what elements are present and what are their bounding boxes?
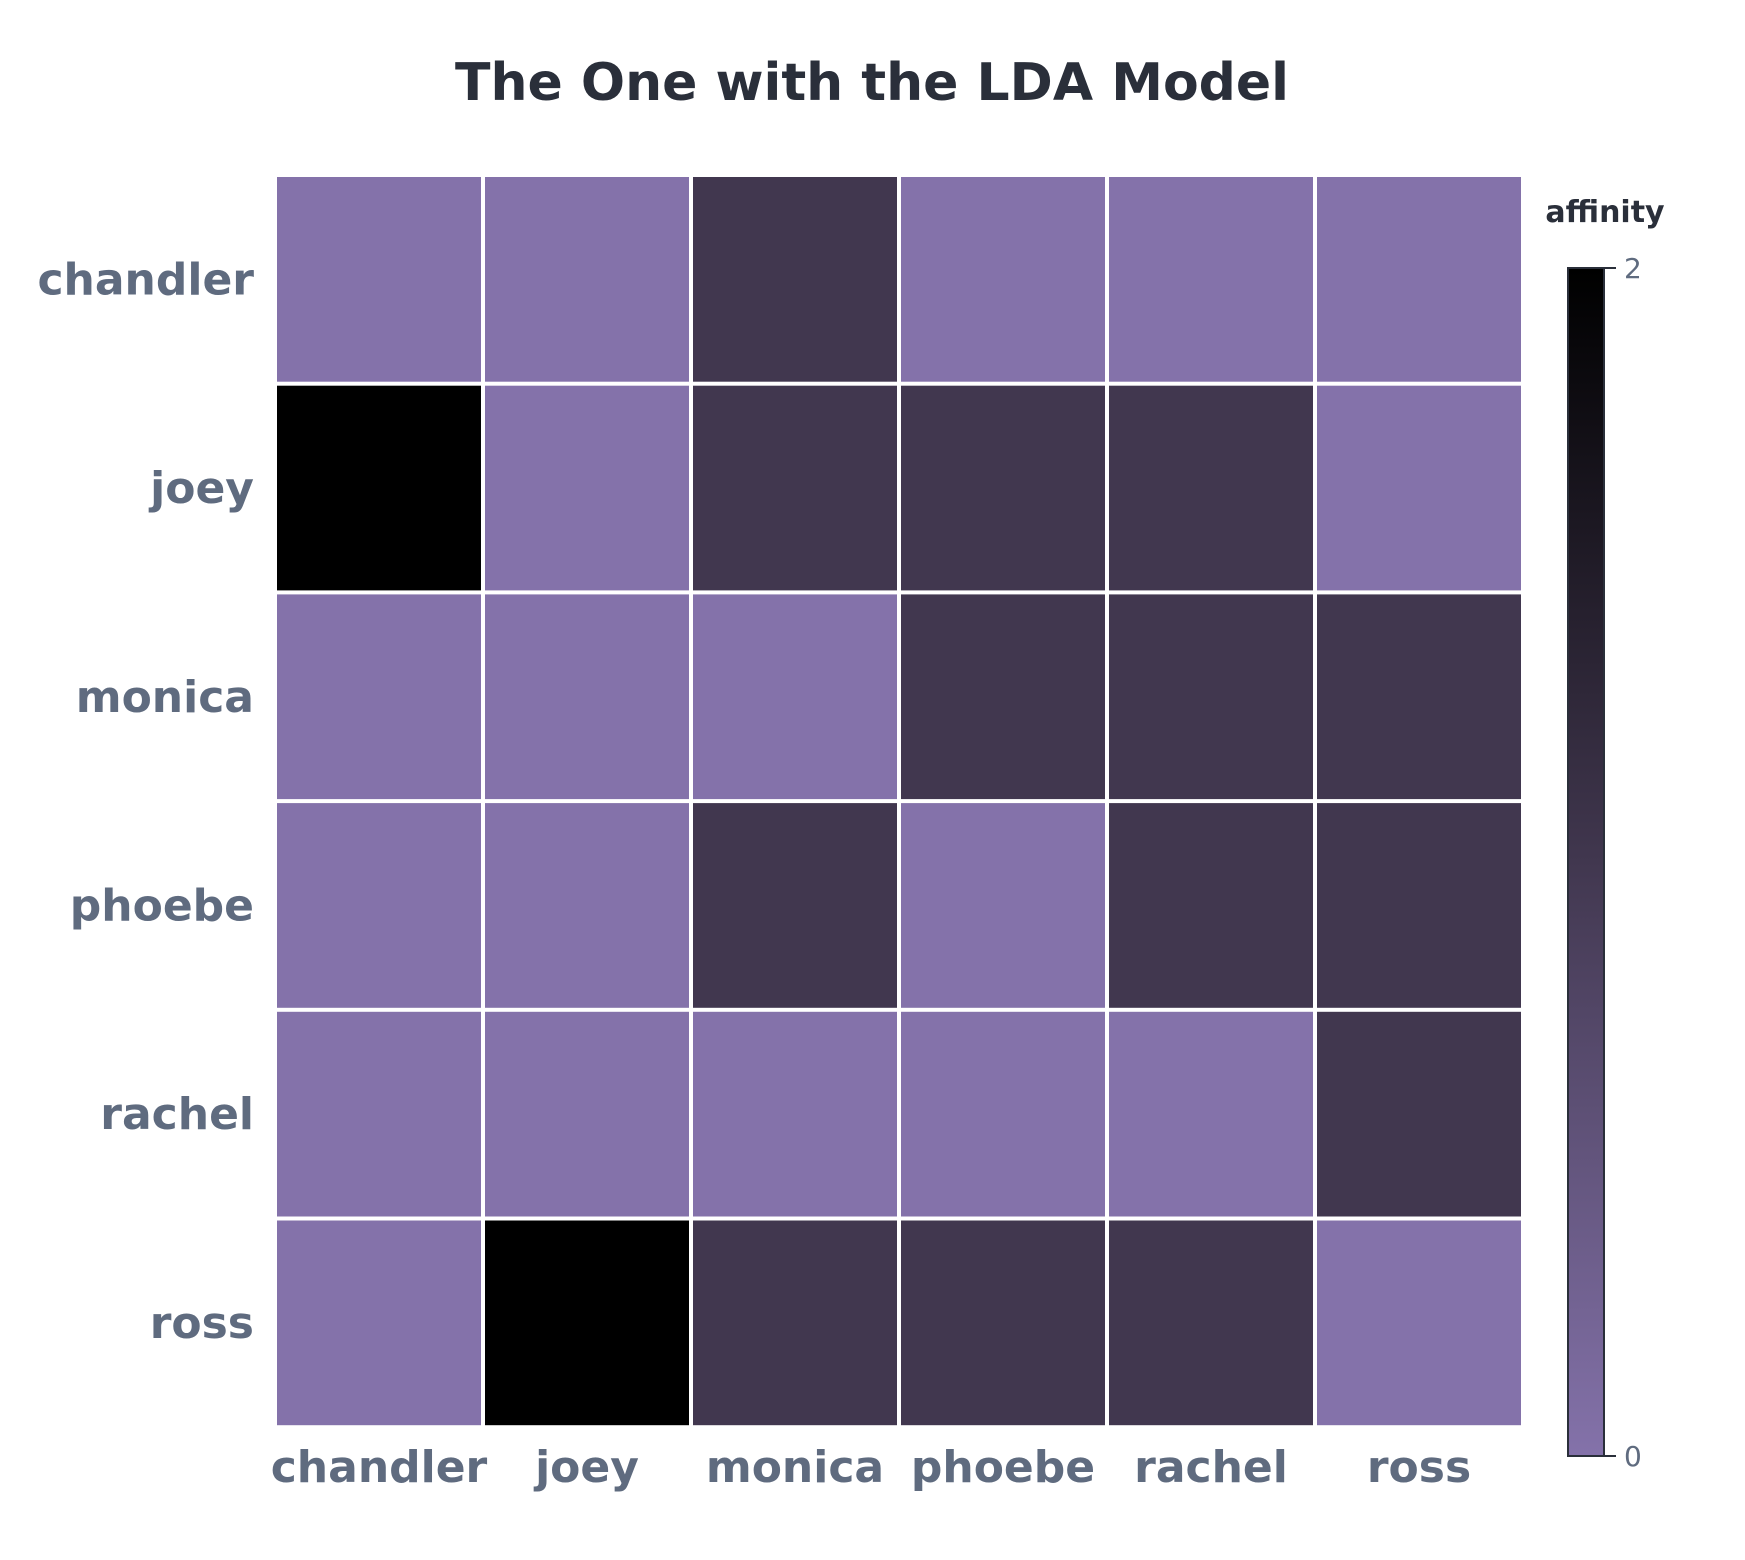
heatmap-cell-phoebe-phoebe: [901, 803, 1105, 1008]
x-tick-label-phoebe: phoebe: [911, 1442, 1095, 1493]
heatmap-cell-joey-rachel: [1109, 385, 1313, 591]
x-tick-label-joey: joey: [533, 1442, 639, 1493]
colorbar-tick-max: 2: [1624, 252, 1642, 285]
heatmap-cell-rachel-joey: [485, 1011, 689, 1217]
heatmap-cell-ross-monica: [693, 1220, 897, 1426]
heatmap-cell-rachel-ross: [1317, 1011, 1521, 1217]
heatmap-cell-chandler-phoebe: [901, 177, 1105, 382]
heatmap-cell-rachel-rachel: [1109, 1011, 1313, 1217]
y-tick-label-joey: joey: [148, 463, 254, 514]
heatmap-cells: [277, 177, 1521, 1426]
heatmap-cell-ross-chandler: [277, 1220, 481, 1426]
colorbar-tick-min: 0: [1624, 1440, 1642, 1473]
heatmap-cell-rachel-chandler: [277, 1011, 481, 1217]
heatmap-cell-monica-monica: [693, 594, 897, 800]
x-tick-label-monica: monica: [706, 1442, 884, 1493]
heatmap-cell-chandler-joey: [485, 177, 689, 382]
heatmap-cell-monica-joey: [485, 594, 689, 800]
heatmap-cell-joey-phoebe: [901, 385, 1105, 591]
y-tick-label-phoebe: phoebe: [70, 880, 254, 931]
heatmap-cell-joey-chandler: [277, 385, 481, 591]
heatmap-cell-monica-chandler: [277, 594, 481, 800]
heatmap-cell-rachel-monica: [693, 1011, 897, 1217]
heatmap-cell-joey-ross: [1317, 385, 1521, 591]
heatmap-cell-monica-ross: [1317, 594, 1521, 800]
colorbar-title: affinity: [1545, 195, 1665, 230]
heatmap-cell-ross-joey: [485, 1220, 689, 1426]
x-tick-label-chandler: chandler: [271, 1442, 488, 1493]
heatmap-cell-joey-joey: [485, 385, 689, 591]
colorbar-gradient: [1567, 267, 1605, 1457]
heatmap-cell-chandler-ross: [1317, 177, 1521, 382]
heatmap-cell-rachel-phoebe: [901, 1011, 1105, 1217]
x-axis-tick-labels: chandler joey monica phoebe rachel ross: [271, 1442, 1471, 1493]
heatmap-cell-phoebe-joey: [485, 803, 689, 1008]
heatmap-cell-phoebe-ross: [1317, 803, 1521, 1008]
heatmap-cell-monica-rachel: [1109, 594, 1313, 800]
y-tick-label-ross: ross: [150, 1298, 254, 1349]
x-tick-label-rachel: rachel: [1134, 1442, 1288, 1493]
heatmap-cell-ross-phoebe: [901, 1220, 1105, 1426]
y-axis-tick-labels: chandler joey monica phoebe rachel ross: [37, 254, 254, 1349]
heatmap-cell-ross-rachel: [1109, 1220, 1313, 1426]
heatmap-cell-chandler-monica: [693, 177, 897, 382]
heatmap-cell-phoebe-monica: [693, 803, 897, 1008]
y-tick-label-rachel: rachel: [100, 1089, 254, 1140]
colorbar: affinity 2 0: [1545, 195, 1665, 1473]
heatmap-cell-phoebe-rachel: [1109, 803, 1313, 1008]
x-tick-label-ross: ross: [1367, 1442, 1471, 1493]
y-tick-label-monica: monica: [76, 672, 254, 723]
heatmap-cell-phoebe-chandler: [277, 803, 481, 1008]
chart-title: The One with the LDA Model: [455, 53, 1289, 113]
heatmap-cell-joey-monica: [693, 385, 897, 591]
heatmap-cell-chandler-chandler: [277, 177, 481, 382]
heatmap-cell-ross-ross: [1317, 1220, 1521, 1426]
heatmap-cell-monica-phoebe: [901, 594, 1105, 800]
heatmap-cell-chandler-rachel: [1109, 177, 1313, 382]
y-tick-label-chandler: chandler: [37, 254, 254, 305]
